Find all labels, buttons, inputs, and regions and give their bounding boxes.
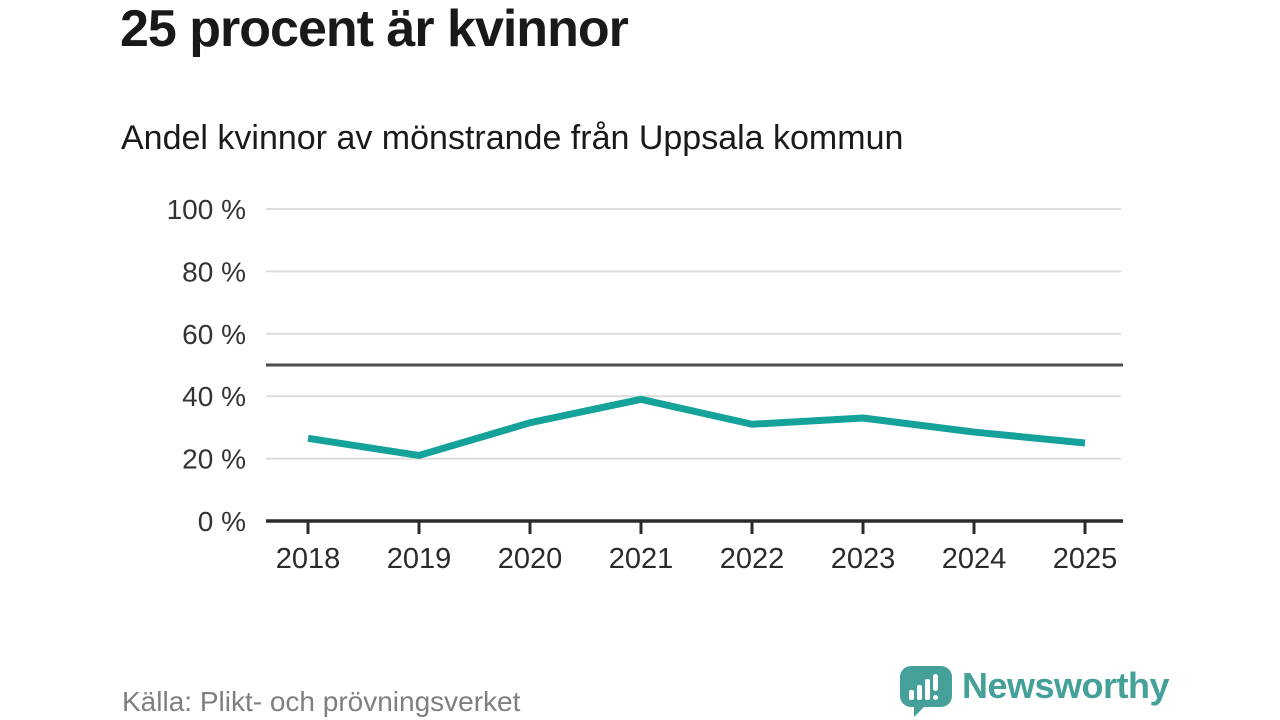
bar-chart-glyph (925, 679, 930, 700)
x-tick-label: 2022 (720, 543, 785, 575)
y-tick-label: 40 % (182, 381, 246, 412)
y-tick-label: 60 % (182, 319, 246, 350)
y-tick-label: 80 % (182, 256, 246, 287)
y-tick-label: 100 % (167, 194, 246, 225)
chart-subtitle: Andel kvinnor av mönstrande från Uppsala… (121, 119, 904, 157)
x-tick-label: 2021 (609, 543, 674, 575)
x-tick-label: 2024 (942, 543, 1007, 575)
x-tick-label: 2025 (1053, 543, 1118, 575)
x-tick-label: 2018 (276, 543, 341, 575)
exclamation-glyph (933, 674, 938, 691)
newsworthy-logo: Newsworthy (900, 665, 1170, 718)
newsworthy-logo-text: Newsworthy (962, 665, 1170, 706)
y-tick-label: 20 % (182, 444, 246, 475)
exclamation-glyph (933, 695, 938, 700)
data-line-andel-kvinnor (307, 395, 1086, 460)
x-tick-label: 2020 (498, 543, 563, 575)
chart-title: 25 procent är kvinnor (120, 0, 629, 58)
newsworthy-logo-icon (900, 666, 952, 717)
bar-chart-glyph (917, 685, 922, 700)
y-tick-label: 0 % (198, 506, 246, 537)
bar-chart-glyph (909, 690, 914, 700)
x-tick-label: 2019 (387, 543, 452, 575)
x-tick-label: 2023 (831, 543, 896, 575)
source-note: Källa: Plikt- och prövningsverket (122, 686, 521, 717)
